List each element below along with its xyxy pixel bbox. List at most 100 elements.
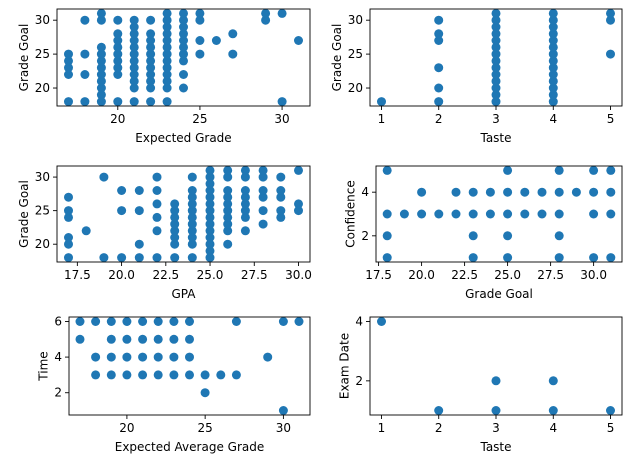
axes-frame [375,165,623,263]
y-tick-label: 30 [35,170,50,184]
data-point [195,36,205,45]
data-point [548,8,558,18]
y-tick-label: 20 [348,81,363,95]
data-point [106,334,116,344]
x-axis-label: Taste [479,131,511,145]
x-tick-label: 4 [549,112,557,126]
y-axis-label: Grade Goal [17,180,31,248]
data-point [146,76,156,86]
data-point [276,212,286,222]
data-point [169,370,179,380]
data-point [200,370,210,380]
x-tick-label: 20 [119,421,134,435]
y-tick-label: 6 [54,314,62,328]
data-point [134,206,144,216]
subplot-4: 17.5 20.0 22.5 25.0 27.5 30.0 2 4 Grade Goal Conf… [344,165,623,301]
data-point [96,90,106,100]
data-point [146,56,156,66]
subplot-2: 1 2 3 4 5 20 25 30 Taste Grade Goal [330,8,623,145]
data-point [96,97,106,107]
data-point [179,8,188,18]
y-tick-label: 20 [35,81,50,95]
data-point [205,165,215,175]
data-point [503,253,513,263]
data-point [503,187,513,197]
data-point [187,199,197,209]
data-point [606,165,616,175]
data-point [491,76,501,86]
data-point [113,49,123,59]
data-point [187,172,197,182]
data-point [162,29,172,39]
data-point [276,192,286,202]
data-point [548,56,558,66]
data-point [548,22,558,32]
y-tick-label: 25 [348,47,363,61]
data-point [294,199,303,209]
data-point [240,165,250,175]
data-point [276,172,286,182]
data-point [231,370,241,380]
x-tick-label: 25.0 [494,268,521,282]
data-point [491,97,501,107]
data-point [64,192,73,202]
data-point [200,388,210,398]
data-point [179,56,188,66]
data-point [106,352,116,362]
data-point [571,187,581,197]
data-point [554,187,564,197]
data-point [491,56,501,66]
data-point [240,212,250,222]
x-tick-label: 27.5 [241,268,268,282]
data-point [261,15,271,25]
axes-frame [68,316,311,416]
data-point [294,165,303,175]
data-point [503,209,513,219]
data-point [187,192,197,202]
data-point [258,165,268,175]
data-point [503,165,513,175]
data-point [377,97,386,107]
data-point [554,165,564,175]
data-point [223,226,233,236]
data-point [205,199,215,209]
data-point [96,15,106,25]
data-point [399,209,409,219]
x-tick-label: 3 [492,421,500,435]
y-tick-label: 30 [35,13,50,27]
data-point [64,233,73,242]
x-tick-label: 1 [378,421,386,435]
data-point [162,36,172,45]
data-point [520,187,530,197]
data-point [548,76,558,86]
data-point [589,187,599,197]
data-point [240,186,250,195]
data-point [606,49,615,59]
data-point [64,253,73,263]
data-point [468,231,478,241]
data-point [258,219,268,229]
data-point [170,206,180,216]
data-point [129,56,139,66]
data-point [606,253,616,263]
y-tick-label: 20 [35,237,50,251]
subplot-1: 20 25 30 20 25 30 Expected Grade Grade Goal [17,8,311,145]
data-point [468,209,478,219]
x-tick-label: 17.5 [64,268,91,282]
data-point [451,187,461,197]
data-point [205,246,215,256]
data-point [129,83,139,93]
data-point [138,352,148,362]
y-tick-label: 25 [35,47,50,61]
data-point [205,179,215,189]
data-point [146,97,156,107]
data-point [117,206,127,216]
data-point [187,233,197,242]
data-point [113,42,123,52]
data-point [491,15,501,25]
y-tick-label: 25 [35,204,50,218]
data-point [179,83,188,93]
data-point [491,49,501,59]
data-point [211,36,221,45]
data-point [205,172,215,182]
